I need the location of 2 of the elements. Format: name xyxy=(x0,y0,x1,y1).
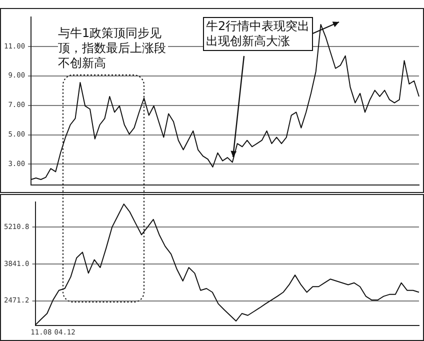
annotation: 与牛1政策顶同步见顶，指数最后上涨段不创新高 xyxy=(58,26,168,71)
annotation: 牛2行情中表现突出出现创新高大涨 xyxy=(203,17,313,51)
